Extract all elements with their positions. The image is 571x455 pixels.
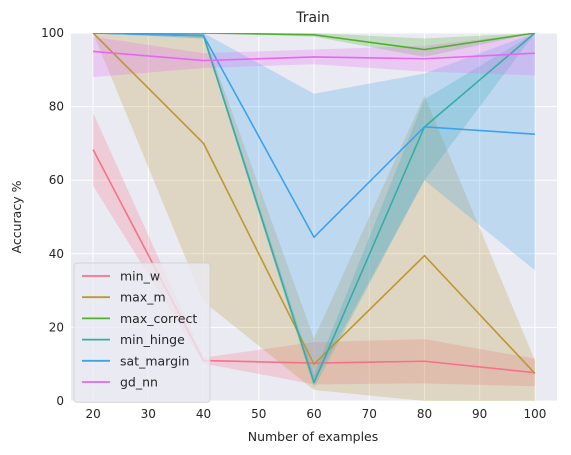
x-tick-label: 20 (85, 407, 100, 421)
band-max_correct (93, 33, 535, 57)
y-tick-label: 20 (49, 320, 64, 334)
band-sat_margin (93, 33, 535, 383)
legend-label-min_hinge: min_hinge (120, 332, 185, 347)
line-max_correct (93, 33, 536, 51)
legend-label-max_m: max_m (120, 290, 166, 305)
band-gd_nn (93, 33, 535, 78)
band-min_hinge (93, 33, 535, 389)
x-tick-label: 50 (251, 407, 266, 421)
legend-label-gd_nn: gd_nn (120, 375, 158, 390)
x-axis-ticks: 20 30 40 50 60 70 80 90 100 (85, 407, 546, 421)
grid-lines (71, 32, 557, 402)
x-tick-label: 30 (141, 407, 156, 421)
x-tick-label: 60 (306, 407, 321, 421)
series-lines (92, 33, 536, 384)
y-tick-label: 40 (49, 247, 64, 261)
legend-label-min_w: min_w (120, 269, 160, 284)
legend-label-max_correct: max_correct (120, 311, 197, 326)
legend: min_w max_m max_correct min_hinge sat_margin… (73, 262, 211, 403)
band-max_m (93, 33, 535, 401)
line-max_m (92, 33, 536, 374)
x-tick-label: 100 (523, 407, 546, 421)
band-min_w (93, 112, 535, 387)
line-sat_margin (93, 33, 535, 239)
x-tick-label: 90 (472, 407, 487, 421)
x-axis-label: Number of examples (248, 429, 379, 444)
x-tick-label: 40 (196, 407, 211, 421)
legend-label-sat_margin: sat_margin (120, 353, 189, 368)
y-tick-label: 100 (41, 26, 64, 40)
y-axis-label: Accuracy % (9, 180, 24, 253)
line-gd_nn (93, 50, 535, 62)
y-axis-ticks: 0 20 40 60 80 100 (41, 26, 64, 408)
chart-title: Train (295, 10, 330, 26)
y-tick-label: 80 (49, 100, 64, 114)
y-tick-label: 60 (49, 173, 64, 187)
x-tick-label: 80 (417, 407, 432, 421)
y-tick-label: 0 (56, 394, 64, 408)
x-tick-label: 70 (362, 407, 377, 421)
confidence-bands (93, 33, 535, 401)
